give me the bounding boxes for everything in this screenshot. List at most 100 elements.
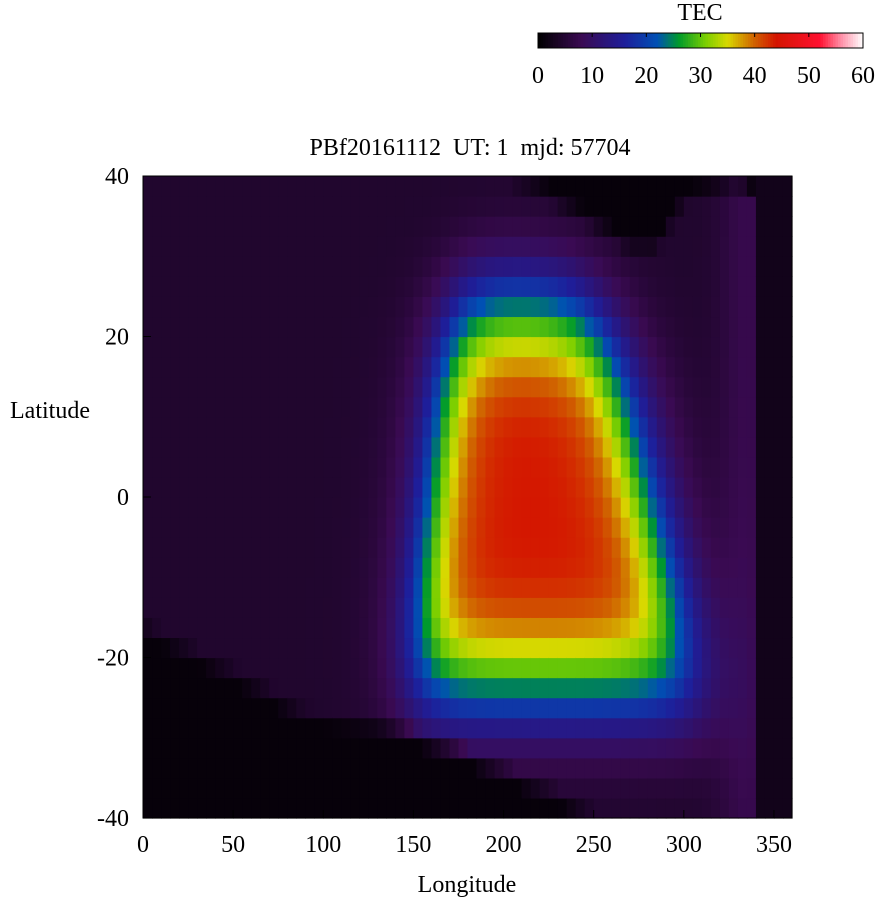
heatmap-cell [593, 336, 604, 358]
heatmap-cell [449, 276, 460, 297]
heatmap-cell [440, 256, 451, 277]
heatmap-cell [593, 657, 604, 679]
heatmap-cell [611, 597, 622, 618]
heatmap-cell [647, 497, 658, 518]
heatmap-cell [485, 316, 496, 338]
heatmap-cell [341, 797, 351, 819]
colorbar-segment [623, 33, 627, 48]
heatmap-cell [512, 256, 523, 277]
heatmap-cell [386, 296, 396, 318]
heatmap-cell [773, 376, 784, 398]
heatmap-cell [260, 677, 270, 699]
heatmap-cell [143, 456, 153, 478]
colorbar-segment [603, 33, 607, 48]
heatmap-cell [449, 577, 460, 598]
heatmap-cell [773, 797, 784, 819]
heatmap-cell [575, 757, 586, 779]
heatmap-cell [431, 476, 442, 498]
heatmap-cell [521, 196, 532, 217]
heatmap-cell [152, 717, 162, 739]
heatmap-cell [602, 196, 613, 217]
heatmap-cell [701, 597, 712, 618]
heatmap-cell [611, 537, 622, 558]
heatmap-cell [566, 316, 577, 338]
heatmap-cell [458, 396, 469, 418]
heatmap-cell [152, 176, 162, 197]
heatmap-cell [566, 176, 577, 197]
heatmap-cell [728, 537, 739, 558]
heatmap-cell [719, 336, 730, 358]
heatmap-cell [296, 617, 306, 639]
heatmap-cell [602, 777, 613, 799]
heatmap-cell [521, 697, 532, 719]
heatmap-cell [512, 637, 523, 659]
heatmap-cell [458, 236, 469, 257]
colorbar-segment [643, 33, 647, 48]
colorbar-segment [750, 33, 754, 48]
heatmap-cell [440, 537, 451, 558]
heatmap-cell [260, 757, 270, 779]
heatmap-cell [755, 737, 766, 759]
heatmap-cell [764, 777, 775, 799]
heatmap-cell [764, 697, 775, 719]
heatmap-cell [656, 176, 667, 197]
heatmap-cell [422, 557, 433, 578]
heatmap-cell [575, 637, 586, 659]
heatmap-cell [476, 577, 487, 598]
heatmap-cell [755, 677, 766, 699]
heatmap-cell [305, 376, 315, 398]
heatmap-cell [152, 336, 162, 358]
heatmap-cell [431, 617, 442, 639]
heatmap-cell [377, 697, 387, 719]
heatmap-cell [242, 497, 252, 518]
heatmap-cell [242, 657, 252, 679]
heatmap-cell [170, 717, 180, 739]
heatmap-cell [287, 697, 297, 719]
heatmap-cell [629, 717, 640, 739]
heatmap-cell [287, 737, 297, 759]
heatmap-cell [197, 777, 207, 799]
heatmap-cell [665, 336, 676, 358]
heatmap-cell [656, 356, 667, 378]
heatmap-cell [251, 697, 261, 719]
heatmap-cell [584, 657, 595, 679]
heatmap-cell [161, 677, 171, 699]
heatmap-cell [269, 356, 279, 378]
heatmap-cell [485, 396, 496, 418]
heatmap-cell [539, 416, 550, 438]
heatmap-cell [665, 456, 676, 478]
heatmap-cell [359, 797, 369, 819]
heatmap-cell [395, 537, 405, 558]
heatmap-cell [233, 717, 243, 739]
heatmap-cell [386, 476, 396, 498]
heatmap-cell [269, 436, 279, 458]
heatmap-cell [458, 617, 469, 639]
heatmap-cell [386, 356, 396, 378]
heatmap-cell [458, 196, 469, 217]
heatmap-cell [197, 436, 207, 458]
heatmap-cell [332, 497, 342, 518]
heatmap-cell [467, 677, 478, 699]
heatmap-cell [179, 677, 189, 699]
heatmap-cell [557, 176, 568, 197]
heatmap-cell [503, 737, 514, 759]
heatmap-cell [404, 256, 415, 277]
heatmap-cell [143, 757, 153, 779]
heatmap-cell [674, 537, 685, 558]
heatmap-cell [512, 797, 523, 819]
heatmap-cell [773, 597, 784, 618]
heatmap-cell [701, 256, 712, 277]
heatmap-cell [368, 416, 378, 438]
heatmap-cell [683, 196, 694, 217]
heatmap-cell [332, 677, 342, 699]
colorbar-segment [783, 33, 787, 48]
heatmap-cell [773, 677, 784, 699]
heatmap-cell [701, 276, 712, 297]
heatmap-cell [503, 396, 514, 418]
heatmap-cell [332, 517, 342, 538]
heatmap-cell [647, 557, 658, 578]
heatmap-cell [701, 657, 712, 679]
heatmap-cell [422, 256, 433, 277]
heatmap-cell [602, 677, 613, 699]
heatmap-cell [431, 256, 442, 277]
